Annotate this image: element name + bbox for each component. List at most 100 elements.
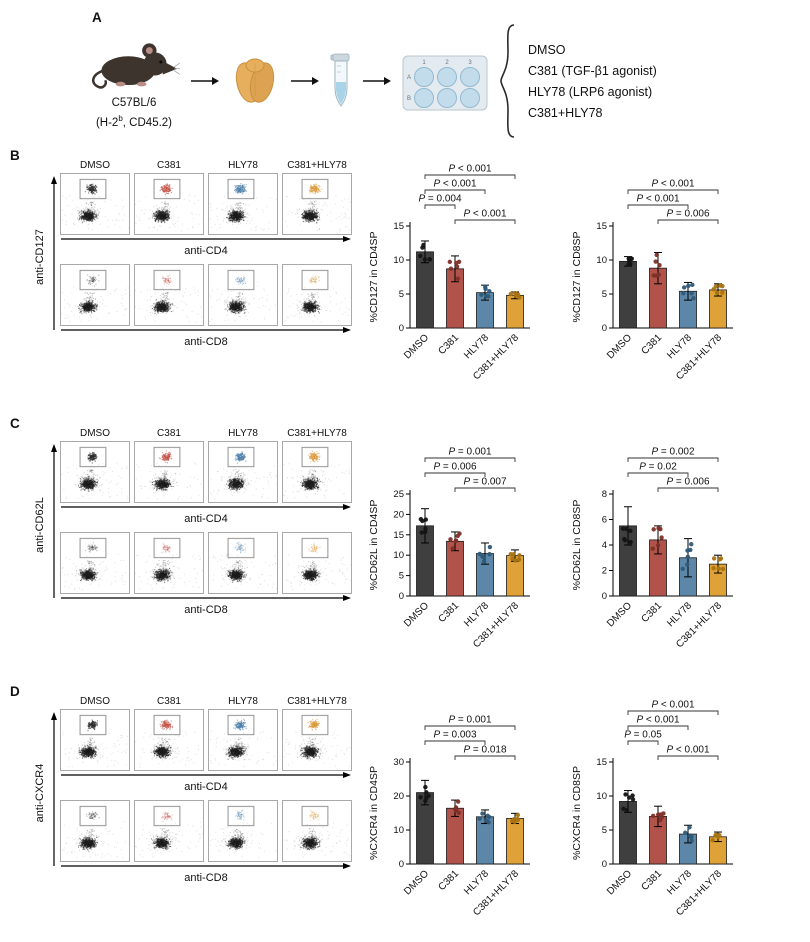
flow-x-axis-label: anti-CD4: [184, 245, 227, 257]
flow-grid: DMSO C381 HLY78 C381+HLY78 anti-CD4 anti-CD8: [60, 696, 356, 922]
svg-text:0: 0: [399, 591, 404, 602]
chart-x-tick-label: DMSO: [605, 332, 634, 361]
svg-text:B: B: [407, 96, 411, 102]
svg-text:4: 4: [602, 540, 607, 551]
chart-x-tick-label: DMSO: [402, 332, 431, 361]
flow-column-label: HLY78: [228, 428, 258, 439]
flow-scatter-plot: [60, 441, 130, 503]
chart-x-tick-label: C381: [639, 600, 664, 625]
flow-scatter-plot: [282, 441, 352, 503]
flow-scatter-plot: [60, 173, 130, 235]
flow-scatter-plot: [60, 532, 130, 594]
p-value-label: P = 0.003: [433, 730, 477, 741]
chart-y-axis-title: %CXCR4 in CD8SP: [571, 766, 583, 860]
chart-x-tick-label: HLY78: [665, 332, 694, 361]
p-value-label: P = 0.004: [418, 194, 462, 205]
flow-block: anti-CXCR4 DMSO C381 HLY78 C381+HLY78 anti-CD…: [34, 696, 356, 922]
brace: [500, 24, 515, 138]
chart-x-tick-label: HLY78: [462, 868, 491, 897]
flow-column-label: C381: [157, 428, 181, 439]
bar-chart: 0 5 10 15 %CD127 in CD8SP P < 0.001 P < 0.001 P…: [571, 179, 733, 382]
panel-a: A C57BL/6 (H-2b, CD45.2): [86, 6, 766, 144]
chart-x-tick-label: DMSO: [605, 600, 634, 629]
flow-scatter-plot: [208, 800, 278, 862]
svg-text:30: 30: [393, 757, 404, 768]
svg-text:0: 0: [602, 591, 607, 602]
bar-chart: 0 2 4 6 8 %CD62L in CD8SP P = 0.002 P = 0.02 P =…: [571, 447, 733, 650]
flow-column-label: C381: [157, 696, 181, 707]
svg-text:2: 2: [445, 60, 449, 66]
svg-text:5: 5: [602, 825, 607, 836]
treatment-item: C381+HLY78: [528, 105, 603, 120]
p-value-label: P < 0.001: [651, 700, 695, 711]
flow-x-axis: anti-CD4: [61, 504, 351, 525]
flow-x-axis: anti-CD4: [61, 772, 351, 793]
flow-x-axis-label: anti-CD4: [184, 513, 227, 525]
flow-y-axis: anti-CD127: [34, 176, 57, 330]
treatment-item: HLY78 (LRP6 agonist): [528, 84, 653, 99]
svg-text:20: 20: [393, 791, 404, 802]
chart-x-tick-label: DMSO: [402, 600, 431, 629]
flow-column-label: HLY78: [228, 696, 258, 707]
flow-scatter-plot: [282, 264, 352, 326]
flow-column-label: C381: [157, 160, 181, 171]
flow-y-axis-label: anti-CXCR4: [34, 764, 46, 823]
svg-text:5: 5: [399, 289, 404, 300]
p-value-label: P = 0.02: [639, 462, 677, 473]
chart-x-tick-label: DMSO: [402, 868, 431, 897]
chart-y-axis-title: %CD62L in CD8SP: [571, 500, 583, 591]
svg-text:10: 10: [596, 255, 607, 266]
arrow-icon: [291, 77, 319, 85]
p-value-label: P < 0.001: [651, 179, 695, 190]
flow-column-headers: DMSO C381 HLY78 C381+HLY78: [60, 696, 356, 707]
chart-x-tick-label: HLY78: [665, 600, 694, 629]
chart-y-axis-title: %CD127 in CD4SP: [368, 231, 380, 322]
flow-y-axis-label: anti-CD62L: [34, 497, 46, 553]
chart-y-axis-title: %CD62L in CD4SP: [368, 500, 380, 591]
flow-plot-row: [60, 264, 356, 326]
flow-plot-row: [60, 173, 356, 235]
flow-scatter-plot: [134, 532, 204, 594]
flow-column-label: DMSO: [80, 428, 110, 439]
svg-text:15: 15: [596, 221, 607, 232]
bar-chart: 0 5 10 15 20 25 %CD62L in CD4SP P = 0.001 P = 0.…: [368, 447, 530, 650]
flow-column-label: DMSO: [80, 696, 110, 707]
flow-scatter-plot: [208, 173, 278, 235]
flow-column-label: C381+HLY78: [287, 696, 347, 707]
p-value-label: P = 0.006: [666, 209, 710, 220]
flow-scatter-plot: [134, 441, 204, 503]
flow-grid: DMSO C381 HLY78 C381+HLY78 anti-CD4 anti-CD8: [60, 160, 356, 386]
flow-plot-row: [60, 441, 356, 503]
p-value-label: P = 0.007: [463, 477, 507, 488]
flow-plot-row: [60, 800, 356, 862]
flow-scatter-plot: [60, 264, 130, 326]
flow-scatter-plot: [60, 800, 130, 862]
flow-block: anti-CD127 DMSO C381 HLY78 C381+HLY78 anti-CD…: [34, 160, 356, 386]
p-value-label: P = 0.002: [651, 447, 695, 458]
flow-x-axis: anti-CD8: [61, 327, 351, 348]
svg-text:15: 15: [393, 221, 404, 232]
p-value-label: P = 0.001: [448, 715, 492, 726]
chart-x-tick-label: HLY78: [462, 600, 491, 629]
flow-plot-row: [60, 709, 356, 771]
p-value-label: P = 0.018: [463, 745, 507, 756]
mouse-block: C57BL/6 (H-2b, CD45.2): [88, 32, 180, 131]
flow-scatter-plot: [282, 709, 352, 771]
svg-text:1: 1: [422, 60, 426, 66]
chart-x-tick-label: C381: [639, 332, 664, 357]
flow-column-label: C381+HLY78: [287, 160, 347, 171]
flow-scatter-plot: [282, 173, 352, 235]
thymus-icon: [235, 58, 275, 103]
p-value-label: P < 0.001: [636, 194, 680, 205]
flow-scatter-plot: [208, 441, 278, 503]
svg-text:10: 10: [393, 550, 404, 561]
chart-x-tick-label: C381: [639, 868, 664, 893]
flow-scatter-plot: [282, 532, 352, 594]
svg-text:15: 15: [393, 530, 404, 541]
p-value-label: P < 0.001: [463, 209, 507, 220]
flow-scatter-plot: [208, 264, 278, 326]
